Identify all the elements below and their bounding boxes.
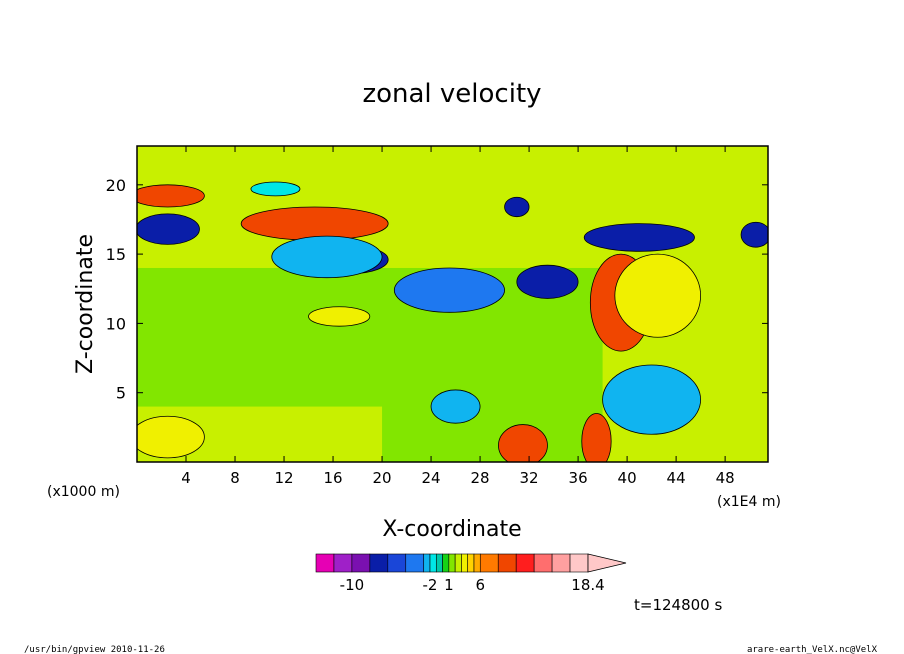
field-region-8 — [516, 264, 579, 299]
y-axis: 5 10 15 20 — [106, 176, 768, 403]
field-region-4 — [271, 235, 383, 279]
x-tick-label-24: 24 — [422, 469, 441, 487]
x-tick-label-44: 44 — [667, 469, 686, 487]
field-region-13 — [614, 253, 702, 338]
x-tick-label-36: 36 — [569, 469, 588, 487]
colorbar-tick-label-0: -10 — [340, 576, 365, 594]
field-region-15 — [581, 413, 612, 462]
colorbar-tick-label-4: 18.4 — [571, 576, 604, 594]
field-region-16 — [498, 424, 548, 462]
x-tick-label-20: 20 — [373, 469, 392, 487]
y-tick-label-20: 20 — [106, 176, 126, 195]
colorbar-swatch-9 — [442, 553, 450, 573]
colorbar: -10 -2 1 6 18.4 — [315, 553, 627, 594]
field-region-17 — [430, 389, 481, 424]
colorbar-swatch-15 — [479, 553, 499, 573]
field-region-7 — [393, 267, 505, 313]
plot-area — [137, 146, 768, 462]
colorbar-swatch-7 — [429, 553, 437, 573]
velocity-field — [137, 146, 768, 462]
colorbar-swatch-0 — [315, 553, 335, 573]
colorbar-swatch-10 — [448, 553, 456, 573]
colorbar-swatch-19 — [551, 553, 571, 573]
colorbar-swatch-18 — [533, 553, 553, 573]
colorbar-swatch-5 — [405, 553, 425, 573]
x-axis: 4 8 12 16 20 24 28 32 36 40 44 48 — [181, 146, 735, 487]
colorbar-tick-label-1: -2 — [423, 576, 438, 594]
x-tick-label-8: 8 — [230, 469, 240, 487]
plot-frame — [136, 145, 769, 463]
x-tick-label-32: 32 — [520, 469, 539, 487]
y-tick-label-10: 10 — [106, 314, 126, 333]
colorbar-swatch-6 — [423, 553, 431, 573]
colorbar-tick-label-2: 1 — [444, 576, 454, 594]
field-region-9 — [583, 223, 695, 252]
footer-program: /usr/bin/gpview 2010-11-26 — [24, 645, 165, 654]
field-region-19 — [137, 415, 205, 459]
colorbar-swatch-4 — [387, 553, 407, 573]
colorbar-swatch-1 — [333, 553, 353, 573]
x-axis-label: X-coordinate — [382, 517, 521, 542]
x-tick-label-12: 12 — [274, 469, 293, 487]
time-label: t=124800 s — [634, 596, 722, 614]
footer-source: arare-earth_VelX.nc@VelX — [747, 645, 878, 654]
colorbar-swatch-20 — [569, 553, 589, 573]
field-region-0 — [137, 213, 200, 245]
colorbar-swatch-8 — [435, 553, 443, 573]
field-region-10 — [740, 221, 768, 248]
field-region-1 — [137, 184, 205, 208]
field-region-18 — [308, 306, 371, 327]
colorbar-arrow — [587, 553, 627, 573]
field-region-14 — [602, 364, 702, 435]
colorbar-swatch-3 — [369, 553, 389, 573]
x-tick-label-48: 48 — [716, 469, 735, 487]
y-axis-label: Z-coordinate — [73, 234, 98, 374]
x-tick-label-4: 4 — [181, 469, 191, 487]
y-tick-label-15: 15 — [106, 245, 126, 264]
colorbar-swatch-13 — [467, 553, 475, 573]
colorbar-swatch-12 — [461, 553, 469, 573]
colorbar-swatch-2 — [351, 553, 371, 573]
field-region-5 — [250, 181, 301, 197]
colorbar-swatch-16 — [497, 553, 517, 573]
colorbar-swatch-14 — [473, 553, 481, 573]
colorbar-swatch-17 — [515, 553, 535, 573]
field-region-11 — [504, 196, 530, 218]
x-unit-right: (x1E4 m) — [717, 494, 781, 510]
y-tick-label-5: 5 — [116, 384, 126, 403]
colorbar-swatch-11 — [454, 553, 462, 573]
x-tick-label-16: 16 — [323, 469, 342, 487]
x-unit-left: (x1000 m) — [47, 484, 120, 500]
x-tick-label-28: 28 — [471, 469, 490, 487]
field-region-2 — [240, 206, 389, 241]
x-tick-label-40: 40 — [618, 469, 637, 487]
chart-title: zonal velocity — [362, 79, 541, 109]
colorbar-tick-label-3: 6 — [476, 576, 486, 594]
